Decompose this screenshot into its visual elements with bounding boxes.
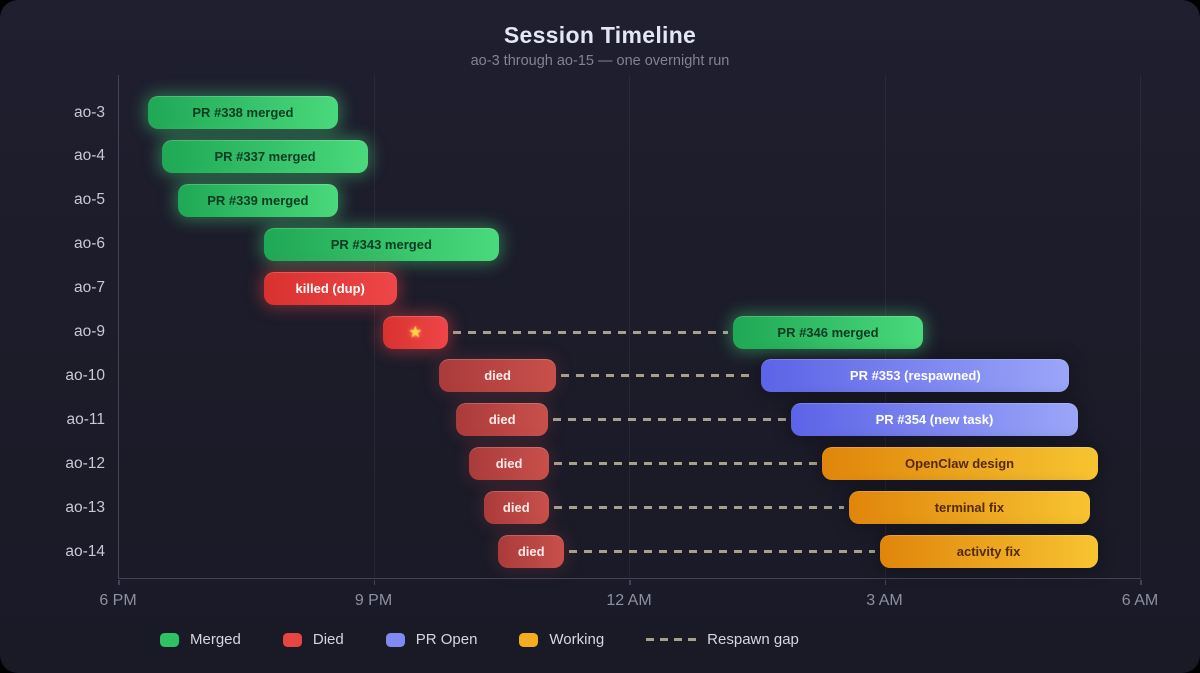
bar-label: died [517, 544, 545, 559]
bar-label: activity fix [956, 544, 1021, 559]
legend-label: Merged [190, 631, 241, 648]
session-bar-died: died [483, 491, 550, 525]
respawn-gap-connector [452, 330, 729, 334]
session-bar-merged: PR #338 merged [147, 96, 338, 129]
session-bar-died-bright: ★ [383, 315, 448, 349]
legend: Merged Died PR Open Working Respawn gap [160, 631, 799, 648]
bar-label: terminal fix [934, 500, 1005, 516]
legend-swatch-pr-open [385, 632, 405, 647]
respawn-gap-connector [554, 506, 844, 510]
respawn-gap-connector [553, 418, 786, 422]
x-axis-label: 6 PM [99, 592, 137, 609]
respawn-gap-dash-swatch [646, 638, 697, 641]
legend-swatch-died-bright [282, 632, 302, 647]
x-axis-label: 6 AM [1121, 592, 1159, 609]
row-label-ao-4: ao-4 [73, 147, 105, 165]
session-bar-working: activity fix [879, 535, 1098, 568]
row-label-ao-9: ao-9 [73, 323, 105, 340]
axis-tick [373, 580, 375, 585]
axis-tick [1140, 580, 1142, 585]
legend-label: Died [312, 631, 344, 648]
x-axis-label: 3 AM [866, 592, 903, 609]
session-bar-died: died [497, 535, 565, 568]
legend-label: Working [549, 631, 605, 648]
bar-label: PR #337 merged [214, 148, 316, 164]
bar-label: died [495, 456, 523, 472]
gridline-12am [629, 75, 630, 578]
bar-label: OpenClaw design [905, 456, 1015, 472]
legend-label: PR Open [415, 631, 478, 648]
row-label-ao-7: ao-7 [73, 279, 105, 297]
legend-item-merged: Merged [160, 631, 241, 648]
session-bar-died: died [439, 359, 556, 393]
row-label-ao-12: ao-12 [65, 454, 105, 472]
session-bar-merged: PR #339 merged [177, 183, 338, 217]
axis-tick [884, 580, 886, 585]
session-bar-working: terminal fix [848, 491, 1090, 525]
session-bar-merged: PR #337 merged [162, 139, 368, 173]
session-bar-died: died [456, 403, 549, 437]
legend-swatch-working [519, 632, 539, 647]
legend-swatch-merged [160, 632, 179, 647]
x-axis-label: 9 PM [354, 592, 393, 609]
x-axis-label: 12 AM [606, 592, 652, 609]
respawn-gap-connector [560, 374, 757, 378]
session-bar-pr-open: PR #354 (new task) [790, 403, 1078, 437]
bar-label: PR #346 merged [777, 324, 879, 340]
legend-item-pr-open: PR Open [385, 631, 478, 648]
row-label-ao-5: ao-5 [73, 191, 105, 209]
bar-label: died [488, 412, 516, 428]
row-label-ao-14: ao-14 [65, 542, 105, 560]
session-bar-pr-open: PR #353 (respawned) [761, 359, 1070, 393]
row-label-ao-10: ao-10 [65, 366, 105, 384]
gridline-6am [1140, 75, 1141, 578]
session-bar-merged: PR #343 merged [263, 227, 499, 261]
bar-label: died [484, 368, 511, 384]
session-bar-died-bright: killed (dup) [263, 271, 397, 305]
session-bar-merged: PR #346 merged [733, 315, 923, 349]
row-label-ao-13: ao-13 [65, 498, 105, 516]
bar-label: PR #339 merged [207, 192, 309, 208]
chart-title: Session Timeline [503, 22, 697, 48]
axis-tick [118, 580, 120, 585]
session-bar-died: died [469, 447, 550, 481]
timeline-plot: PR #338 merged PR #337 merged PR #339 merg… [118, 75, 1142, 585]
respawn-gap-connector [569, 550, 875, 553]
row-label-ao-6: ao-6 [73, 235, 105, 253]
legend-item-respawn-gap: Respawn gap [646, 631, 799, 648]
bar-label: PR #343 merged [330, 236, 432, 252]
burst-icon: ★ [408, 323, 423, 341]
legend-label: Respawn gap [707, 631, 799, 648]
bar-label: killed (dup) [295, 280, 365, 296]
session-bar-working: OpenClaw design [821, 447, 1098, 481]
legend-item-died: Died [282, 631, 344, 648]
bar-label: PR #338 merged [192, 105, 294, 120]
row-label-ao-11: ao-11 [66, 410, 106, 428]
bar-label: PR #354 (new task) [875, 412, 994, 428]
respawn-gap-connector [554, 462, 817, 466]
bar-label: PR #353 (respawned) [849, 368, 981, 384]
gridline-9pm [373, 75, 375, 578]
bar-label: died [502, 500, 530, 516]
row-label-ao-3: ao-3 [73, 103, 105, 121]
axis-tick [629, 580, 631, 585]
chart-subtitle: ao-3 through ao-15 — one overnight run [470, 53, 730, 69]
legend-item-working: Working [519, 631, 604, 648]
